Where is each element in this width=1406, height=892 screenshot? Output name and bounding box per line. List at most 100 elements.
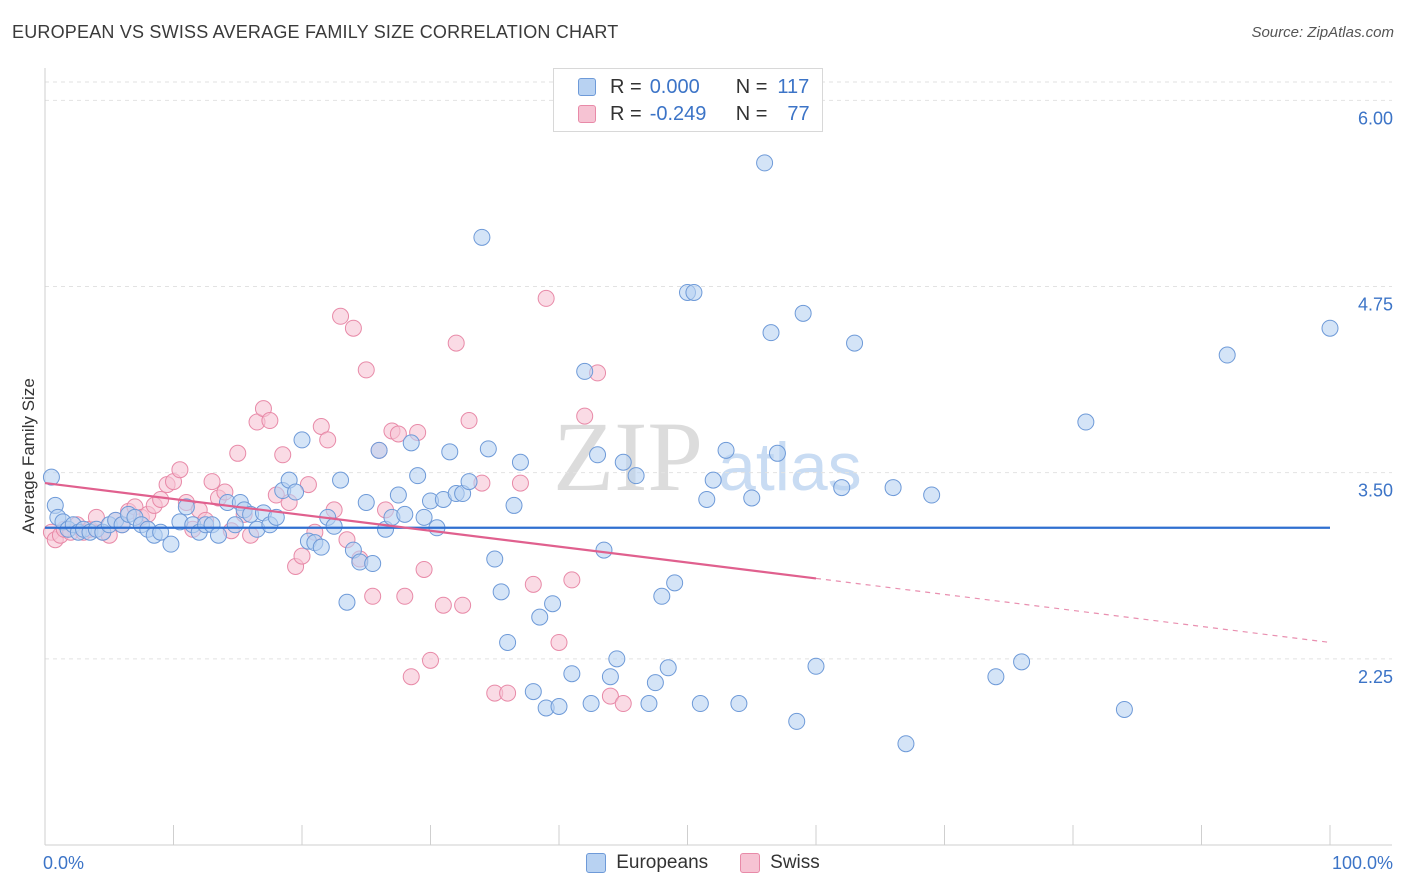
swiss-point — [537, 289, 555, 307]
europeans-point — [563, 665, 581, 683]
legend-row-swiss: R = -0.249 N = 77 — [578, 101, 810, 127]
europeans-point — [162, 535, 180, 553]
swiss-point — [499, 684, 517, 702]
europeans-point — [550, 697, 568, 715]
swiss-point — [364, 587, 382, 605]
europeans-point — [441, 443, 459, 461]
europeans-point — [666, 574, 684, 592]
swiss-point — [171, 461, 189, 479]
europeans-point — [987, 668, 1005, 686]
correlation-legend: R = 0.000 N = 117 R = -0.249 N = 77 — [553, 68, 823, 132]
swiss-r-value: -0.249 — [649, 102, 707, 125]
swiss-point — [229, 444, 247, 462]
x-tick-label: 0.0% — [43, 853, 84, 873]
europeans-point — [717, 441, 735, 459]
y-tick-label: 3.50 — [1358, 481, 1393, 501]
europeans-point — [177, 498, 195, 516]
swiss-point — [357, 361, 375, 379]
europeans-n-label: N = — [735, 75, 768, 98]
swiss-point — [454, 596, 472, 614]
legend-item-europeans[interactable]: Europeans — [586, 852, 708, 874]
europeans-point — [807, 657, 825, 675]
y-tick-label: 6.00 — [1358, 108, 1393, 128]
europeans-n-value: 117 — [777, 75, 810, 98]
europeans-point — [698, 490, 716, 508]
europeans-point — [601, 668, 619, 686]
legend-item-swiss[interactable]: Swiss — [740, 852, 820, 874]
series-legend: Europeans Swiss — [0, 852, 1406, 874]
europeans-point — [685, 283, 703, 301]
europeans-point — [511, 453, 529, 471]
swiss-swatch — [578, 105, 596, 123]
swiss-point — [447, 334, 465, 352]
swiss-r-label: R = — [610, 102, 642, 125]
europeans-point — [608, 650, 626, 668]
swiss-legend-label: Swiss — [770, 852, 820, 873]
europeans-point — [762, 324, 780, 342]
europeans-point — [499, 633, 517, 651]
swiss-point — [396, 587, 414, 605]
swiss-point — [550, 633, 568, 651]
swiss-points — [42, 289, 632, 713]
swiss-point — [152, 490, 170, 508]
europeans-point — [312, 538, 330, 556]
europeans-point — [325, 517, 343, 535]
europeans-point — [704, 471, 722, 489]
swiss-point — [274, 446, 292, 464]
europeans-point — [595, 541, 613, 559]
europeans-point — [1115, 700, 1133, 718]
europeans-point — [614, 453, 632, 471]
europeans-point — [524, 683, 542, 701]
europeans-point — [653, 587, 671, 605]
europeans-point — [267, 508, 285, 526]
europeans-point — [794, 304, 812, 322]
europeans-point — [1077, 413, 1095, 431]
y-tick-label: 2.25 — [1358, 667, 1393, 687]
europeans-point — [42, 468, 60, 486]
europeans-point — [589, 446, 607, 464]
europeans-swatch — [578, 78, 596, 96]
swiss-point — [563, 571, 581, 589]
swiss-point — [422, 651, 439, 669]
europeans-point — [768, 444, 786, 462]
europeans-point — [1218, 346, 1236, 364]
europeans-point — [226, 516, 244, 534]
europeans-point — [640, 695, 658, 713]
swiss-point — [332, 307, 350, 325]
europeans-point — [460, 473, 478, 491]
europeans-point — [846, 334, 864, 352]
legend-row-europeans: R = 0.000 N = 117 — [578, 74, 809, 100]
europeans-point — [293, 431, 311, 449]
swiss-trend-line — [44, 482, 817, 580]
swiss-point — [460, 412, 478, 430]
europeans-point — [884, 479, 902, 497]
swiss-point — [293, 547, 311, 565]
europeans-point — [505, 496, 523, 514]
x-tick-label: 100.0% — [1332, 853, 1393, 873]
swiss-n-value: 77 — [787, 102, 810, 125]
europeans-point — [396, 505, 414, 523]
swiss-point — [299, 476, 317, 494]
europeans-point — [357, 493, 375, 511]
europeans-point — [730, 695, 748, 713]
europeans-point — [582, 695, 600, 713]
europeans-point — [833, 479, 851, 497]
europeans-point — [923, 486, 941, 504]
swiss-point — [203, 473, 221, 491]
europeans-point — [486, 550, 504, 568]
trend-lines — [44, 482, 1331, 644]
swiss-point — [261, 412, 279, 430]
europeans-point — [531, 608, 549, 626]
y-tick-labels: 2.25 3.50 4.75 6.00 — [1358, 108, 1393, 686]
swiss-point — [614, 695, 632, 713]
europeans-point — [646, 674, 664, 692]
swiss-point — [415, 560, 433, 578]
europeans-point — [402, 434, 420, 452]
europeans-point — [332, 471, 350, 489]
europeans-point — [1321, 319, 1339, 337]
europeans-legend-swatch — [586, 853, 607, 873]
zipatlas-watermark: ZIP atlas — [553, 401, 862, 512]
europeans-point — [691, 695, 709, 713]
source-label: Source: ZipAtlas.com — [1251, 24, 1394, 41]
